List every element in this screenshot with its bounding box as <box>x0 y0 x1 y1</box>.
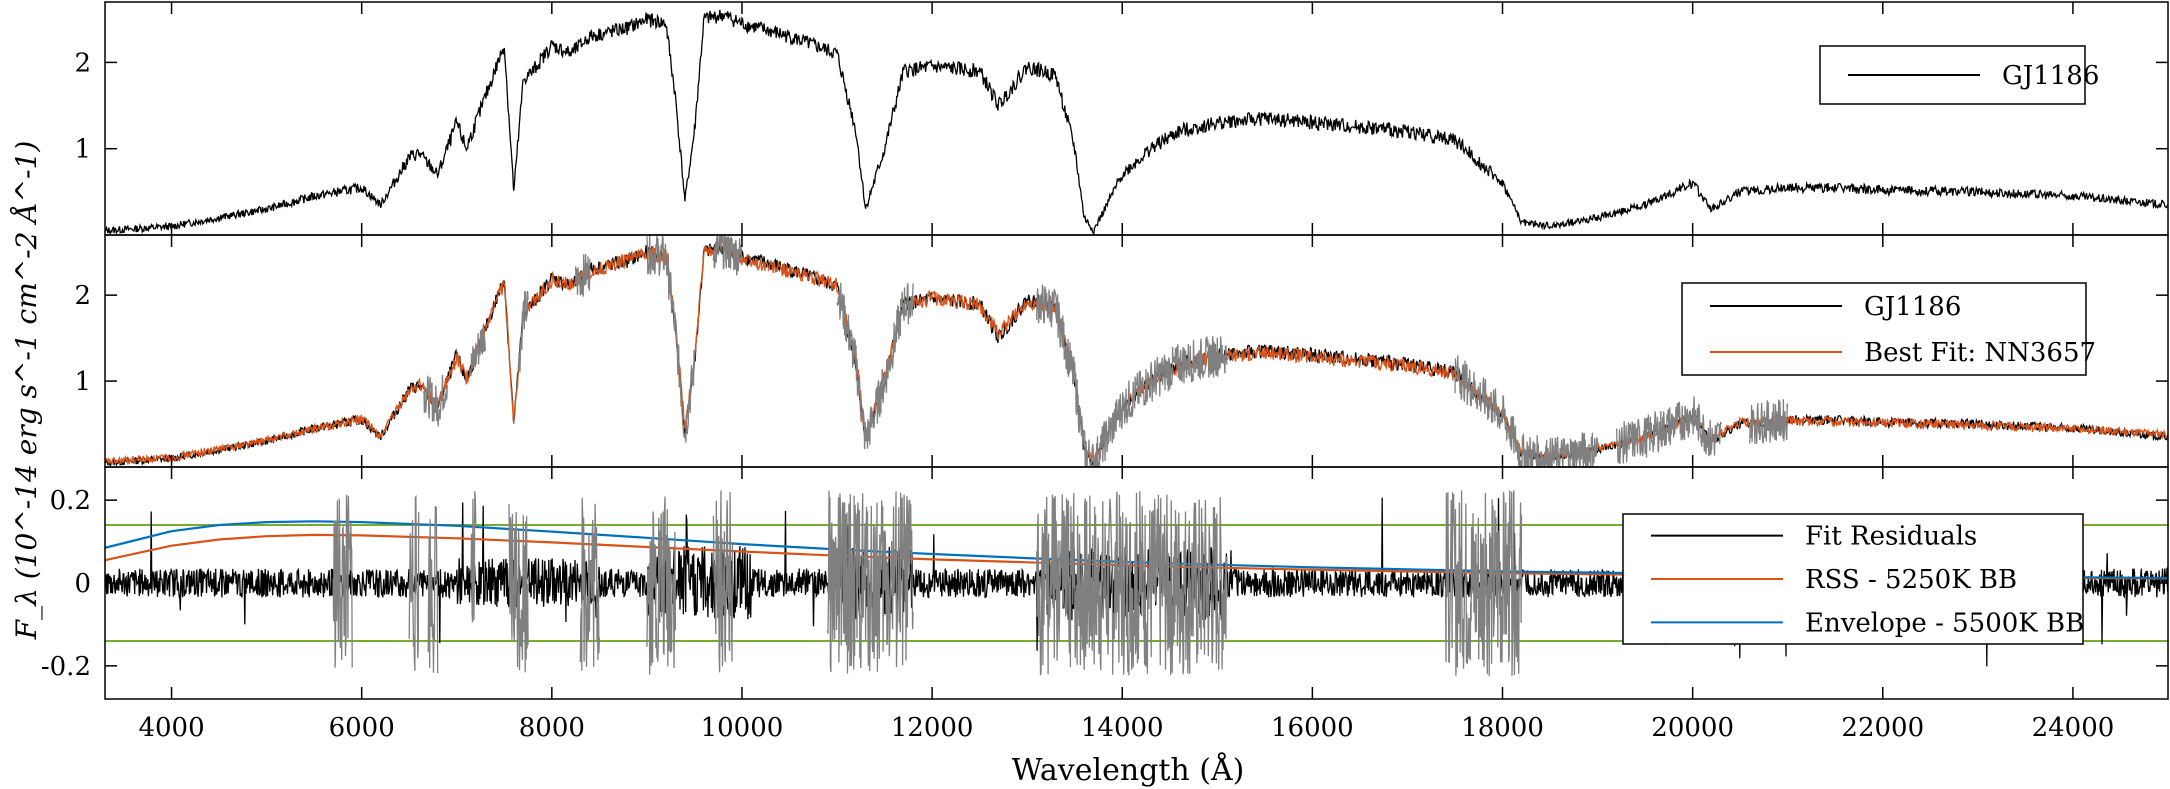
y-axis-label: F_λ (10^-14 erg s^-1 cm^-2 Å^-1) <box>10 141 43 641</box>
x-tick-label: 22000 <box>1841 713 1924 743</box>
panel-top: 1 2 GJ1186 <box>74 1 2169 236</box>
x-tick-label: 4000 <box>138 713 204 743</box>
y-tick-label: 1 <box>74 135 91 165</box>
y-tick-label: 1 <box>74 367 91 397</box>
x-tick-label: 24000 <box>2032 713 2115 743</box>
masked-region-8 <box>1454 355 1599 467</box>
masked-region-9 <box>1036 491 1228 676</box>
masked-region-6 <box>836 282 914 450</box>
masked-region-2 <box>517 290 529 372</box>
masked-region-10 <box>1444 490 1523 677</box>
legend-entry-label: Best Fit: NN3657 <box>1864 338 2096 368</box>
y-tick-label: -0.2 <box>41 652 91 682</box>
x-tick-label: 14000 <box>1081 713 1164 743</box>
x-tick-label: 8000 <box>519 713 585 743</box>
x-axis-label: Wavelength (Å) <box>1012 752 1245 788</box>
series-line-gj1186 <box>105 9 2168 235</box>
legend-entry-label: GJ1186 <box>1864 292 1961 322</box>
y-tick-label: 2 <box>74 48 91 78</box>
axes-frame-top <box>104 1 2169 236</box>
masked-region-5 <box>579 497 601 671</box>
y-tick-label: 2 <box>74 281 91 311</box>
x-axis-tick-labels: 4000 6000 8000 10000 12000 14000 16000 18000 200… <box>138 713 2114 743</box>
legend-entry-label: RSS - 5250K BB <box>1805 565 2017 595</box>
y-tick-label: 0 <box>74 569 91 599</box>
masked-region-0 <box>422 374 448 427</box>
masked-region-4 <box>646 235 696 443</box>
x-tick-label: 12000 <box>891 713 974 743</box>
panel-bottom: -0.2 0 0.2 Fit Residuals RSS - 5250K BB Envel… <box>41 466 2169 700</box>
legend-middle: GJ1186 Best Fit: NN3657 <box>1681 282 2096 376</box>
masked-region-7 <box>1036 284 1228 467</box>
masked-region-1 <box>470 323 486 377</box>
x-tick-label: 10000 <box>701 713 784 743</box>
legend-top: GJ1186 <box>1819 45 2099 105</box>
legend-bottom: Fit Residuals RSS - 5250K BB Envelope - 55… <box>1622 513 2084 645</box>
panel-middle: 1 2 GJ1186 Best Fit: NN3657 <box>74 234 2169 468</box>
legend-entry-label: Fit Residuals <box>1805 522 1977 552</box>
masked-region-9 <box>1615 396 1722 465</box>
masked-region-3 <box>470 491 477 623</box>
masked-region-6 <box>646 496 677 675</box>
x-tick-label: 6000 <box>329 713 395 743</box>
y-tick-label: 0.2 <box>50 486 91 516</box>
masked-region-1 <box>408 494 420 671</box>
x-tick-label: 18000 <box>1461 713 1544 743</box>
masked-region-4 <box>508 504 529 673</box>
legend-entry-label: Envelope - 5500K BB <box>1805 608 2084 638</box>
masked-region-8 <box>826 490 914 674</box>
masked-region-2 <box>427 505 439 674</box>
x-tick-label: 16000 <box>1271 713 1354 743</box>
masked-region-10 <box>1749 399 1789 445</box>
masked-region-0 <box>332 494 353 668</box>
masked-region-3 <box>574 253 591 297</box>
masked-region-5 <box>712 235 743 276</box>
legend-entry-label: GJ1186 <box>2002 61 2099 91</box>
masked-region-7 <box>712 490 734 673</box>
x-tick-label: 20000 <box>1651 713 1734 743</box>
